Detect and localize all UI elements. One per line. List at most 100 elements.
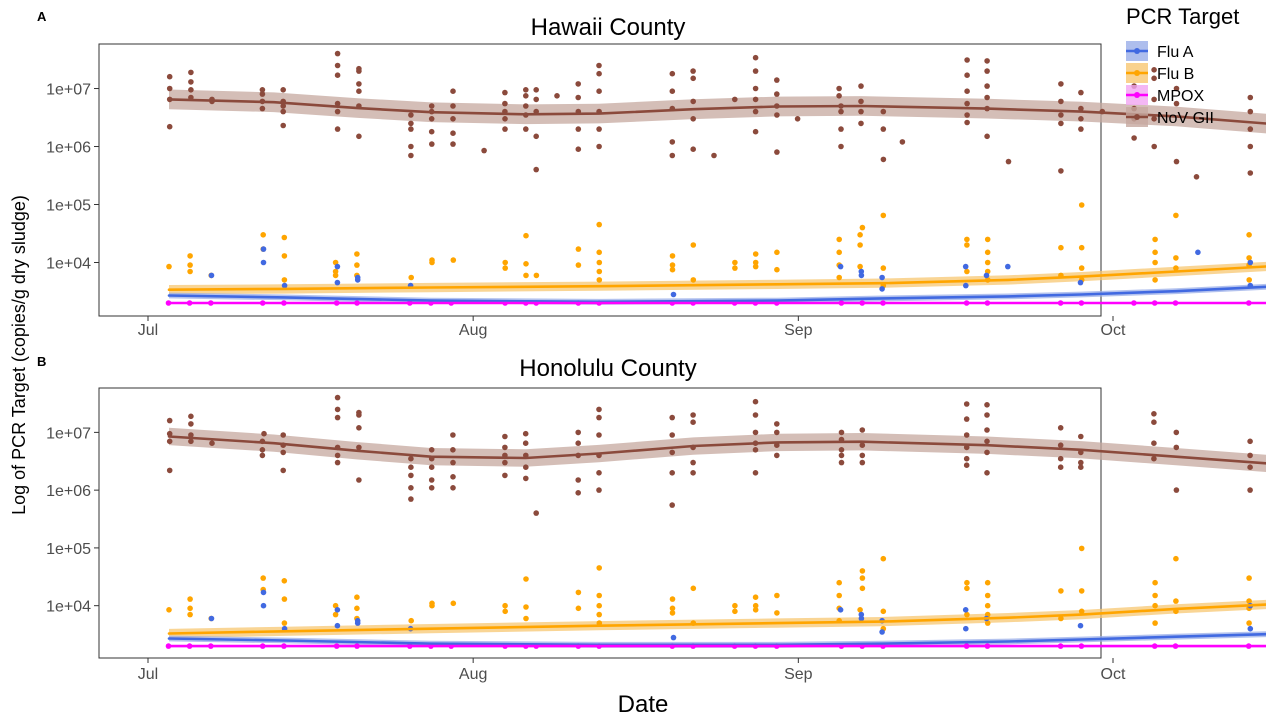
data-point-nov-gii <box>690 75 696 82</box>
data-point-flu-a <box>837 607 844 613</box>
data-point-nov-gii <box>1173 429 1180 436</box>
data-point-nov-gii <box>523 87 529 93</box>
data-point-nov-gii <box>408 464 414 471</box>
data-point-flu-a <box>962 263 969 270</box>
data-point-nov-gii <box>428 116 435 122</box>
data-point-nov-gii <box>752 96 759 103</box>
smooth-lines <box>167 98 1266 305</box>
data-point-flu-b <box>450 600 457 607</box>
data-point-nov-gii <box>752 108 759 115</box>
data-point-nov-gii <box>669 139 676 145</box>
data-point-flu-b <box>774 266 780 273</box>
data-point-nov-gii <box>450 474 456 480</box>
data-point-flu-a <box>1077 622 1084 629</box>
data-point-flu-b <box>281 253 288 259</box>
data-point-flu-a <box>1077 279 1084 286</box>
data-point-nov-gii <box>450 103 456 109</box>
data-point-flu-b <box>1246 255 1252 261</box>
data-point-flu-b <box>984 602 991 609</box>
data-point-nov-gii <box>596 70 602 77</box>
data-point-nov-gii <box>428 447 435 453</box>
data-point-nov-gii <box>334 108 341 115</box>
data-point-nov-gii <box>502 116 508 122</box>
data-point-flu-b <box>984 259 991 266</box>
data-point-flu-b <box>857 242 863 248</box>
data-point-nov-gii <box>166 417 173 424</box>
legend-point-flu-b <box>1134 70 1140 76</box>
data-point-nov-gii <box>502 89 508 96</box>
data-point-nov-gii <box>669 70 676 77</box>
data-point-flu-b <box>408 274 415 281</box>
data-point-flu-b <box>836 236 842 243</box>
data-point-nov-gii <box>752 398 759 405</box>
data-point-nov-gii <box>1058 112 1064 118</box>
data-point-nov-gii <box>408 455 414 462</box>
data-point-flu-b <box>596 602 602 609</box>
data-point-flu-b <box>1058 588 1064 594</box>
data-point-nov-gii <box>1151 411 1157 417</box>
data-point-nov-gii <box>838 452 845 459</box>
legend-label-mpox: MPOX <box>1157 88 1204 105</box>
data-point-flu-b <box>859 575 866 581</box>
data-point-flu-b <box>596 259 603 266</box>
data-point-flu-b <box>859 585 866 592</box>
data-point-flu-b <box>1152 592 1158 599</box>
x-tick-label: Aug <box>459 666 487 683</box>
data-point-nov-gii <box>752 85 759 92</box>
panel-tag: B <box>37 354 46 369</box>
data-point-flu-b <box>523 576 529 582</box>
data-point-nov-gii <box>838 459 845 466</box>
data-point-nov-gii <box>1078 105 1084 112</box>
data-point-flu-b <box>880 555 887 562</box>
data-point-flu-b <box>732 259 738 266</box>
data-point-nov-gii <box>880 156 887 163</box>
data-point-nov-gii <box>280 467 287 474</box>
data-point-nov-gii <box>1078 116 1084 122</box>
data-point-flu-a <box>837 263 844 270</box>
data-point-flu-b <box>596 565 602 571</box>
data-point-nov-gii <box>575 429 581 436</box>
data-point-flu-b <box>281 596 288 602</box>
data-point-nov-gii <box>1173 487 1180 493</box>
data-point-flu-b <box>354 262 360 268</box>
data-point-flu-a <box>1005 263 1011 270</box>
data-point-nov-gii <box>752 68 759 74</box>
data-point-nov-gii <box>963 401 970 407</box>
data-point-nov-gii <box>259 452 266 459</box>
data-point-flu-b <box>836 592 842 599</box>
data-point-flu-a <box>879 286 885 292</box>
data-point-nov-gii <box>984 427 990 433</box>
data-point-flu-b <box>690 242 697 248</box>
data-point-flu-b <box>502 265 509 271</box>
data-point-nov-gii <box>450 485 456 491</box>
data-point-flu-b <box>575 605 582 612</box>
y-tick-label: 1e+06 <box>46 140 91 157</box>
data-point-flu-b <box>187 611 193 618</box>
data-point-nov-gii <box>690 419 696 426</box>
data-point-nov-gii <box>752 412 759 418</box>
data-point-nov-gii <box>408 496 414 502</box>
x-tick-label: Jul <box>138 322 158 339</box>
data-point-flu-a <box>983 272 990 279</box>
smooth-line-nov-gii <box>167 435 1266 465</box>
data-point-nov-gii <box>408 485 414 491</box>
data-point-nov-gii <box>450 447 456 453</box>
data-point-nov-gii <box>669 152 676 159</box>
data-point-nov-gii <box>428 477 435 483</box>
panel-title: Honolulu County <box>519 355 696 382</box>
data-point-nov-gii <box>880 108 887 115</box>
data-point-nov-gii <box>859 452 866 459</box>
data-point-flu-b <box>354 605 360 612</box>
data-point-flu-b <box>1078 265 1085 271</box>
data-point-flu-b <box>596 592 602 599</box>
data-point-nov-gii <box>554 93 560 99</box>
data-point-flu-a <box>260 602 267 609</box>
data-point-flu-b <box>690 585 697 592</box>
data-point-flu-b <box>1246 620 1252 626</box>
data-point-nov-gii <box>575 81 581 87</box>
data-point-nov-gii <box>261 430 267 437</box>
data-point-flu-b <box>880 608 887 615</box>
data-point-nov-gii <box>481 147 487 154</box>
data-point-nov-gii <box>334 394 341 401</box>
data-point-nov-gii <box>334 452 341 459</box>
